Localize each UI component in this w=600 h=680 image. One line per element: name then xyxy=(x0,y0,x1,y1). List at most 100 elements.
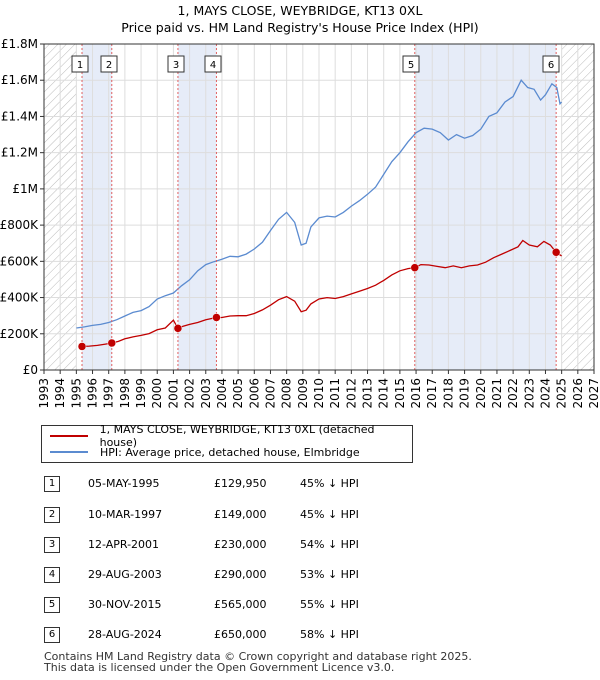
x-tick-label: 2016 xyxy=(409,378,423,409)
y-tick-label: £1.6M xyxy=(1,73,38,87)
transaction-date: 05-MAY-1995 xyxy=(88,477,160,490)
transaction-price: £129,950 xyxy=(214,477,267,490)
transaction-number: 3 xyxy=(44,537,60,553)
property-series-line xyxy=(81,239,562,348)
x-tick-label: 2008 xyxy=(280,378,294,409)
sale-label-number: 6 xyxy=(548,60,554,71)
x-tick-label: 2022 xyxy=(506,378,520,409)
legend-property-swatch xyxy=(50,435,88,437)
transaction-hpi: 54% ↓ HPI xyxy=(300,538,359,551)
transaction-price: £650,000 xyxy=(214,628,267,641)
sale-label-number: 1 xyxy=(77,60,83,71)
sale-point xyxy=(410,263,420,272)
y-tick-label: £1.4M xyxy=(1,109,38,123)
transaction-date: 10-MAR-1997 xyxy=(88,508,163,521)
x-tick-label: 2012 xyxy=(344,378,358,409)
legend: 1, MAYS CLOSE, WEYBRIDGE, KT13 0XL (deta… xyxy=(41,423,413,463)
sale-label-number: 5 xyxy=(408,60,414,71)
legend-hpi-label: HPI: Average price, detached house, Elmb… xyxy=(100,445,360,459)
x-tick-label: 2006 xyxy=(247,378,261,409)
chart-subtitle: Price paid vs. HM Land Registry's House … xyxy=(121,20,479,35)
x-tick-label: 2003 xyxy=(199,378,213,409)
transaction-hpi: 53% ↓ HPI xyxy=(300,568,359,581)
legend-property-label: 1, MAYS CLOSE, WEYBRIDGE, KT13 0XL (deta… xyxy=(99,423,375,449)
sale-point xyxy=(173,324,183,333)
footer-licence: This data is licensed under the Open Gov… xyxy=(44,661,395,674)
y-tick-label: £1.2M xyxy=(1,146,38,160)
x-tick-label: 2025 xyxy=(555,378,569,409)
x-tick-label: 2009 xyxy=(296,378,310,409)
x-tick-label: 2010 xyxy=(312,378,326,409)
x-tick-label: 2026 xyxy=(571,378,585,409)
transaction-number: 2 xyxy=(44,507,60,523)
transaction-hpi: 45% ↓ HPI xyxy=(300,477,359,490)
sale-label-box xyxy=(71,55,89,73)
y-tick-label: £0 xyxy=(23,363,38,377)
x-tick-label: 2002 xyxy=(183,378,197,409)
x-tick-label: 2007 xyxy=(263,378,277,409)
shaded-ownership-region xyxy=(82,44,112,370)
x-tick-label: 2018 xyxy=(441,378,455,409)
shaded-ownership-region xyxy=(414,44,557,370)
y-tick-label: £200K xyxy=(0,327,39,341)
transaction-hpi: 45% ↓ HPI xyxy=(300,508,359,521)
x-tick-label: 2023 xyxy=(522,378,536,409)
transaction-price: £290,000 xyxy=(214,568,267,581)
sale-point xyxy=(107,338,117,348)
x-tick-label: 1993 xyxy=(37,378,51,409)
x-tick-label: 2004 xyxy=(215,378,229,409)
x-tick-label: 2005 xyxy=(231,378,245,409)
x-tick-label: 1999 xyxy=(134,378,148,409)
x-tick-label: 2017 xyxy=(425,378,439,409)
transaction-number: 4 xyxy=(44,567,60,583)
sale-label-box xyxy=(402,55,420,73)
hpi-series-line xyxy=(76,79,563,329)
x-tick-label: 1997 xyxy=(102,378,116,409)
sale-label-number: 4 xyxy=(210,60,216,71)
sale-label-number: 2 xyxy=(106,60,112,71)
transaction-date: 28-AUG-2024 xyxy=(88,628,162,641)
x-tick-label: 2020 xyxy=(474,378,488,409)
y-tick-label: £1M xyxy=(12,182,38,196)
x-tick-label: 1994 xyxy=(53,378,67,409)
transaction-date: 30-NOV-2015 xyxy=(88,598,162,611)
x-tick-label: 2019 xyxy=(458,378,472,409)
sale-label-box xyxy=(204,55,222,73)
x-tick-label: 1998 xyxy=(118,378,132,409)
y-tick-label: £600K xyxy=(0,254,39,268)
x-tick-label: 2021 xyxy=(490,378,504,409)
x-tick-label: 2027 xyxy=(587,378,600,409)
footer-copyright: Contains HM Land Registry data © Crown c… xyxy=(44,650,472,663)
sale-label-box xyxy=(167,55,185,73)
x-tick-label: 2024 xyxy=(538,378,552,409)
x-tick-label: 2013 xyxy=(361,378,375,409)
transaction-hpi: 55% ↓ HPI xyxy=(300,598,359,611)
y-tick-label: £400K xyxy=(0,291,39,305)
x-tick-label: 2014 xyxy=(377,378,391,409)
sale-label-box xyxy=(542,55,560,73)
transaction-price: £149,000 xyxy=(214,508,267,521)
transaction-hpi: 58% ↓ HPI xyxy=(300,628,359,641)
x-tick-label: 2001 xyxy=(166,378,180,409)
transaction-price: £230,000 xyxy=(214,538,267,551)
legend-item-property: 1, MAYS CLOSE, WEYBRIDGE, KT13 0XL (deta… xyxy=(50,423,412,449)
y-tick-label: £1.8M xyxy=(1,37,38,51)
x-tick-label: 1995 xyxy=(69,378,83,409)
transaction-price: £565,000 xyxy=(214,598,267,611)
transaction-number: 1 xyxy=(44,476,60,492)
transaction-number: 5 xyxy=(44,597,60,613)
shaded-ownership-region xyxy=(177,44,217,370)
x-tick-label: 2011 xyxy=(328,378,342,409)
sale-point xyxy=(551,248,561,257)
x-tick-label: 2015 xyxy=(393,378,407,409)
y-tick-label: £800K xyxy=(0,218,39,232)
x-tick-label: 1996 xyxy=(86,378,100,409)
chart-title: 1, MAYS CLOSE, WEYBRIDGE, KT13 0XL xyxy=(177,3,423,18)
legend-hpi-swatch xyxy=(50,451,88,453)
transaction-date: 29-AUG-2003 xyxy=(88,568,162,581)
sale-label-box xyxy=(100,55,118,73)
sale-point xyxy=(212,313,221,322)
price-chart: 1 2 3 4 5 6 £0 £200K £400K £600K £800K £1M £1.2M £1.… xyxy=(0,37,600,409)
sale-point xyxy=(77,342,87,351)
transaction-number: 6 xyxy=(44,627,60,643)
